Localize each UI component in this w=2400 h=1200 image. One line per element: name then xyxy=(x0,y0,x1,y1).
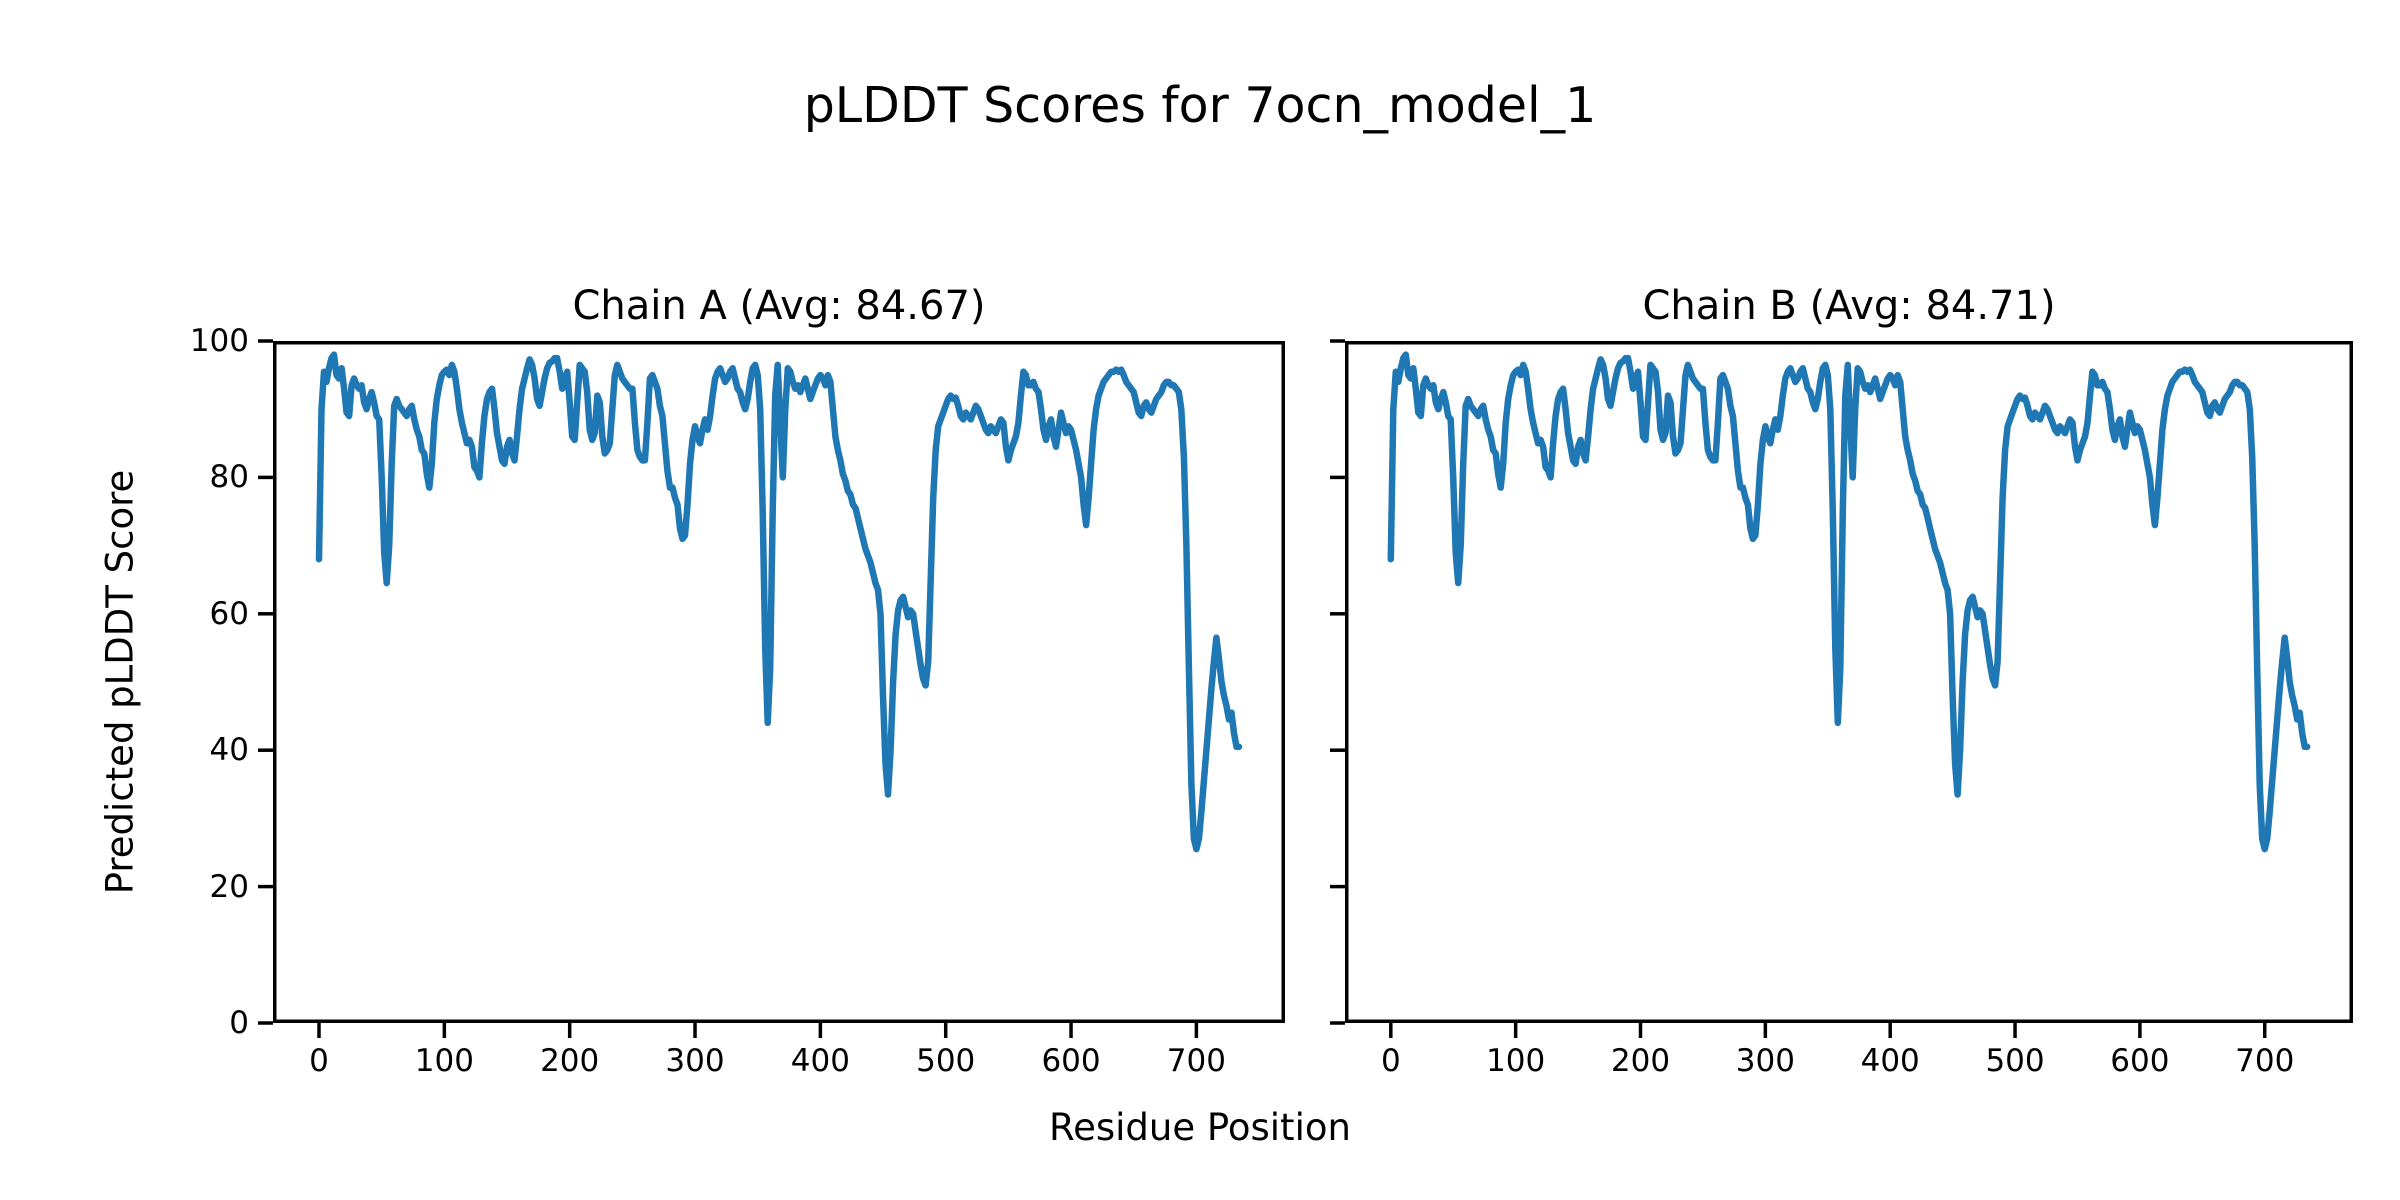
plddt-line-chain-b xyxy=(1387,351,2311,853)
plot-area-chain-b xyxy=(1330,339,2353,1038)
plddt-line-chain-a xyxy=(315,351,1243,853)
subplot-title-chain-b: Chain B (Avg: 84.71) xyxy=(1642,283,2056,329)
x-tick-label: 0 xyxy=(309,1043,329,1079)
x-tick-label: 700 xyxy=(2235,1043,2295,1079)
subplot-chain-a: Chain A (Avg: 84.67) 0 100 200 300 400 500 600… xyxy=(190,283,1285,1079)
x-tick-label: 700 xyxy=(1166,1043,1226,1079)
x-tick-label: 0 xyxy=(1380,1043,1401,1079)
x-tick-label: 200 xyxy=(1610,1043,1671,1079)
x-axis-label: Residue Position xyxy=(1049,1106,1351,1149)
x-tick-label: 600 xyxy=(2110,1043,2170,1079)
x-tick-label: 400 xyxy=(790,1043,850,1079)
y-tick-label: 40 xyxy=(209,732,249,769)
x-tick-label: 600 xyxy=(1041,1043,1101,1079)
x-tick-label: 500 xyxy=(916,1043,976,1079)
figure-title: pLDDT Scores for 7ocn_model_1 xyxy=(803,77,1597,134)
x-tick-label: 300 xyxy=(1735,1043,1795,1079)
x-tick-label: 300 xyxy=(665,1043,725,1079)
subplot-title-chain-a: Chain A (Avg: 84.67) xyxy=(572,283,986,329)
y-tick-label: 80 xyxy=(209,459,249,496)
x-tick-label: 500 xyxy=(1985,1043,2045,1079)
y-tick-label: 100 xyxy=(189,323,249,359)
x-tick-label: 100 xyxy=(1486,1043,1546,1079)
y-tick-label: 0 xyxy=(229,1005,249,1041)
x-tick-label: 200 xyxy=(540,1043,600,1079)
subplot-chain-b: Chain B (Avg: 84.71) 0 100 200 300 400 500 600… xyxy=(1330,283,2353,1079)
y-tick-label: 20 xyxy=(209,868,249,905)
x-tick-label: 400 xyxy=(1860,1043,1920,1079)
y-tick-label: 60 xyxy=(209,595,249,632)
axes-spines xyxy=(1345,341,2353,1023)
plot-area-chain-a xyxy=(258,339,1285,1038)
y-axis-label: Predicted pLDDT Score xyxy=(98,469,142,895)
axes-spines xyxy=(273,341,1285,1023)
x-tick-label: 100 xyxy=(414,1043,474,1079)
